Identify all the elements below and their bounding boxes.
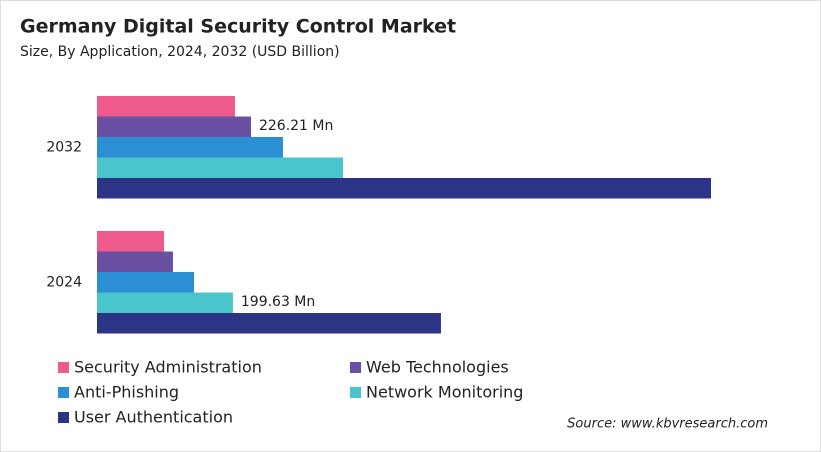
bar [97, 231, 164, 252]
legend-label: User Authentication [74, 408, 233, 427]
legend-label: Network Monitoring [366, 383, 523, 402]
bar [97, 251, 173, 272]
data-label: 199.63 Mn [241, 294, 315, 310]
legend-label: Anti-Phishing [74, 383, 179, 402]
bar [97, 272, 195, 293]
bar [97, 116, 251, 137]
legend-swatch [350, 387, 361, 398]
legend-swatch [350, 362, 361, 373]
legend-swatch [58, 412, 69, 423]
bar [97, 157, 344, 178]
chart-title: Germany Digital Security Control Market [20, 16, 456, 38]
bar [97, 137, 283, 158]
legend-swatch [58, 387, 69, 398]
legend-label: Security Administration [74, 358, 262, 377]
bar [97, 96, 235, 117]
chart-subtitle: Size, By Application, 2024, 2032 (USD Bi… [20, 44, 340, 60]
bar [97, 313, 441, 334]
legend-label: Web Technologies [366, 358, 509, 377]
data-label: 226.21 Mn [259, 118, 333, 134]
source: Source: www.kbvresearch.com [567, 417, 768, 432]
bar [97, 178, 711, 199]
bar [97, 292, 233, 313]
y-tick-label: 2032 [46, 139, 82, 155]
y-tick-label: 2024 [46, 274, 82, 290]
legend-swatch [58, 362, 69, 373]
